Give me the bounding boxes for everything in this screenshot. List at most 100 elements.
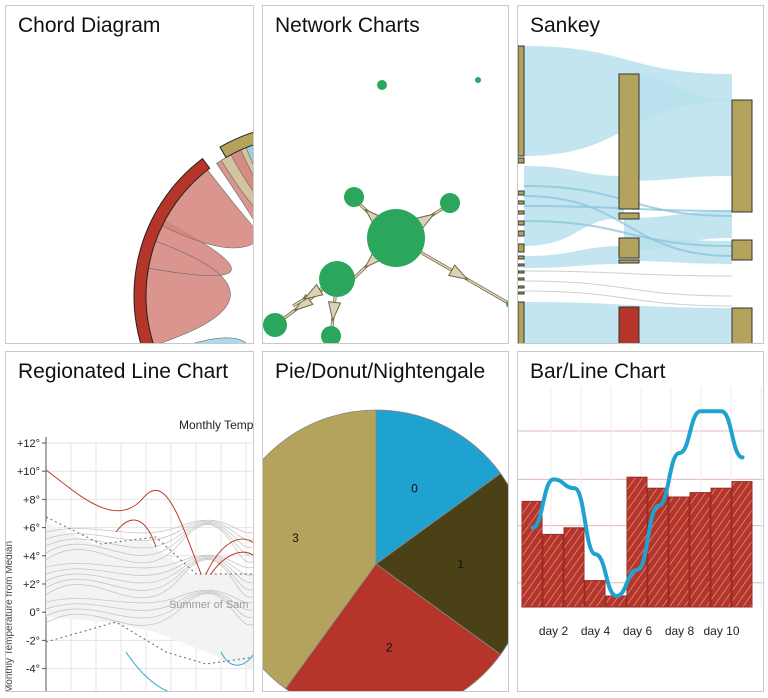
sankey-node xyxy=(518,220,525,226)
network-arrow xyxy=(327,301,342,322)
sankey-node xyxy=(518,285,525,289)
bar-line-chart: day 2 day 4 day 6 day 8 day 10 xyxy=(518,387,763,638)
pie-card: Pie/Donut/Nightengale 0 1 2 3 xyxy=(262,351,509,692)
bar-line-card: Bar/Line Chart day 2 day 4 day 6 day 8 day 1… xyxy=(517,351,764,692)
sankey-link xyxy=(523,290,733,307)
sankey-node xyxy=(518,200,525,205)
sankey-node xyxy=(518,45,525,157)
series-line xyxy=(530,409,745,599)
y-tick-label: +10° xyxy=(17,466,40,478)
bar-group: day 2 day 4 day 6 day 8 day 10 xyxy=(518,387,763,638)
chart-title: Monthly Temp xyxy=(179,418,254,432)
series-line-highlight xyxy=(220,651,253,666)
sankey-node xyxy=(731,307,753,343)
network-node xyxy=(506,300,508,308)
chord-group-arc xyxy=(133,157,211,343)
series-line xyxy=(45,556,253,584)
sankey-node xyxy=(518,243,525,253)
y-axis-label: Monthly Temperature from Median xyxy=(6,541,15,692)
series-line xyxy=(45,558,253,591)
network-chart xyxy=(263,77,508,343)
chord-card: Chord Diagram xyxy=(5,5,254,344)
y-tick-label: +12° xyxy=(17,438,40,450)
network-group xyxy=(263,77,508,343)
bar xyxy=(542,533,564,608)
sankey-node xyxy=(618,237,640,259)
sankey-link xyxy=(523,195,733,257)
sankey-flow xyxy=(624,74,732,181)
network-node xyxy=(321,326,341,343)
series-line-highlight xyxy=(210,551,253,575)
network-node xyxy=(377,80,387,90)
card-title: Network Charts xyxy=(275,14,420,37)
sankey-node xyxy=(518,210,525,215)
network-arrow xyxy=(447,264,469,281)
x-tick-label: day 8 xyxy=(665,624,695,638)
bar xyxy=(563,527,585,608)
series-line-highlight xyxy=(115,519,157,548)
sankey-node xyxy=(618,306,640,343)
card-title: Regionated Line Chart xyxy=(18,360,229,383)
pie-slice-label: 3 xyxy=(292,531,299,545)
y-tick-label: +6° xyxy=(23,523,40,535)
y-tick-label: +8° xyxy=(23,494,40,506)
bar xyxy=(731,481,753,608)
chord-ribbon xyxy=(230,149,253,192)
sankey-node xyxy=(518,301,525,343)
sankey-flow xyxy=(524,246,624,268)
card-title: Bar/Line Chart xyxy=(530,360,666,383)
bar xyxy=(689,492,711,608)
sankey-node xyxy=(618,73,640,210)
network-node xyxy=(475,77,481,83)
sankey-node xyxy=(518,291,525,295)
series-line xyxy=(45,593,253,626)
card-title: Chord Diagram xyxy=(18,14,161,37)
y-tick-label: 0° xyxy=(29,607,40,619)
series-line xyxy=(45,559,253,599)
series-line xyxy=(45,554,253,569)
series-line-highlight xyxy=(45,469,202,575)
sankey-node xyxy=(518,277,525,281)
series-line xyxy=(45,523,253,556)
series-line xyxy=(45,519,253,534)
envelope-line xyxy=(45,516,253,575)
pie-slice xyxy=(375,472,508,656)
pie-slice xyxy=(375,409,502,565)
bar xyxy=(584,580,606,608)
network-arrow xyxy=(302,283,324,300)
pie-slice xyxy=(263,409,377,690)
network-node xyxy=(263,313,287,337)
sankey-group xyxy=(518,45,753,343)
sankey-node xyxy=(518,263,525,267)
series-line xyxy=(45,521,253,541)
sankey-node xyxy=(518,230,525,237)
network-node xyxy=(319,261,355,297)
regionated-line-card: Regionated Line Chart Monthly Temp Month… xyxy=(5,351,254,692)
chord-ribbon xyxy=(194,337,247,343)
network-node xyxy=(367,209,425,267)
x-tick-label: day 6 xyxy=(623,624,653,638)
bar xyxy=(521,500,543,608)
regionated-line-chart: Monthly Temp Monthly Temperature from Me… xyxy=(6,418,254,692)
sankey-flow xyxy=(624,238,732,264)
y-tick-label: +2° xyxy=(23,579,40,591)
chord-chart xyxy=(133,131,253,343)
sankey-link xyxy=(523,270,733,277)
series-line xyxy=(45,591,253,611)
sankey-node xyxy=(518,190,525,196)
bar xyxy=(710,487,732,608)
x-tick-label: day 4 xyxy=(581,624,611,638)
network-node xyxy=(440,193,460,213)
sankey-node xyxy=(518,157,525,164)
pie-slice-label: 0 xyxy=(411,482,418,496)
sankey-node xyxy=(618,212,640,220)
y-tick-label: -2° xyxy=(26,635,40,647)
sankey-link xyxy=(523,280,733,297)
pie-chart: 0 1 2 3 xyxy=(263,409,508,691)
series-line xyxy=(45,591,253,619)
y-tick-label: +4° xyxy=(23,551,40,563)
bar xyxy=(626,476,648,608)
series-line-highlight xyxy=(205,538,253,575)
pie-slice-label: 1 xyxy=(457,557,464,571)
sankey-node xyxy=(618,259,640,264)
